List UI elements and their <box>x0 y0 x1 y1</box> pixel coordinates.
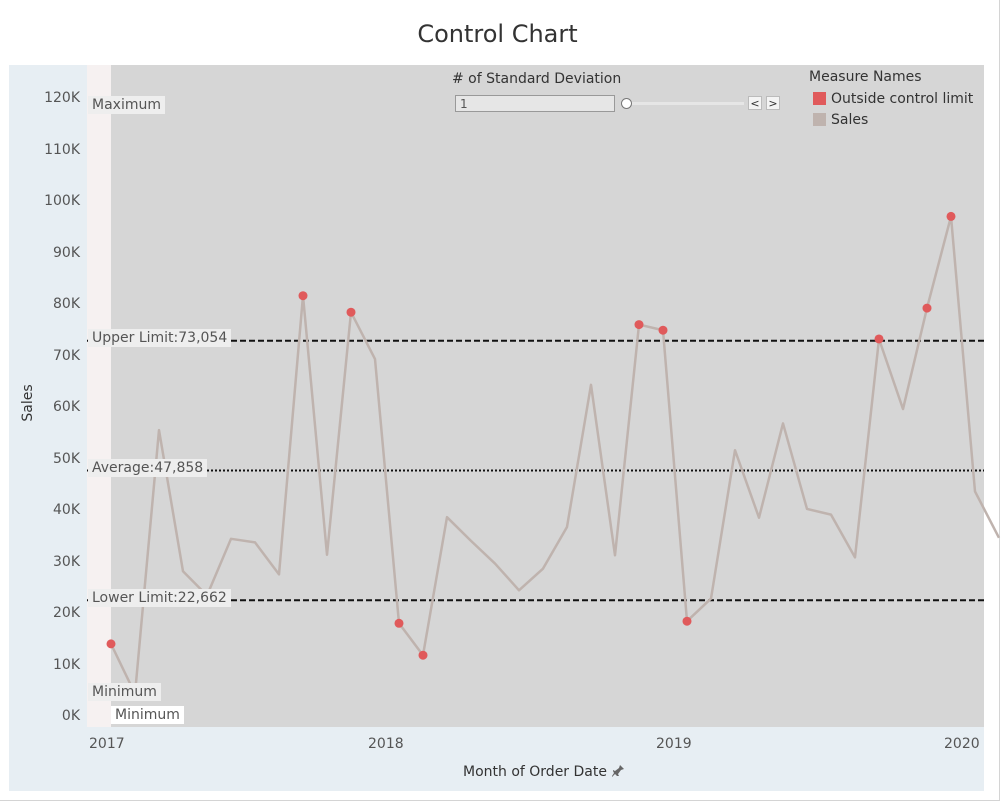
legend-label-outside: Outside control limit <box>831 91 974 107</box>
outside-limit-point[interactable] <box>922 303 932 313</box>
y-tick-label: 70K <box>53 347 80 364</box>
y-tick-label: 10K <box>53 656 80 673</box>
x-tick-label: 2018 <box>368 736 404 752</box>
y-tick-label: 80K <box>53 296 80 312</box>
std-dev-control-title: # of Standard Deviation <box>452 71 622 87</box>
outside-limit-point[interactable] <box>298 291 308 301</box>
std-dev-increment-button[interactable]: > <box>766 96 780 110</box>
upper-limit-label: Upper Limit:73,054 <box>88 329 232 347</box>
minimum-annotation-point: Minimum <box>111 706 184 724</box>
x-axis-label: Month of Order Date <box>463 764 625 780</box>
legend-swatch-outside <box>813 92 826 105</box>
y-tick-label: 90K <box>53 244 80 261</box>
y-axis-pane <box>9 65 87 727</box>
average-label: Average:47,858 <box>88 459 208 477</box>
std-dev-slider-track[interactable] <box>626 102 744 105</box>
y-tick-label: 40K <box>53 502 80 518</box>
minimum-annotation-axis: Minimum <box>88 683 161 701</box>
y-tick-label: 50K <box>53 450 80 467</box>
outside-limit-point[interactable] <box>946 211 956 221</box>
lower-limit-label: Lower Limit:22,662 <box>88 589 231 607</box>
outside-limit-point[interactable] <box>682 616 692 626</box>
y-tick-label: 20K <box>53 605 80 621</box>
x-tick-label: 2020 <box>944 736 980 752</box>
legend-label-sales: Sales <box>831 112 869 128</box>
legend-item-sales[interactable]: Sales <box>813 112 868 128</box>
outside-limit-point[interactable] <box>346 307 356 317</box>
y-tick-label: 0K <box>61 708 80 724</box>
y-tick-label: 120K <box>44 90 80 106</box>
outside-limit-point[interactable] <box>106 639 116 649</box>
outside-limit-point[interactable] <box>658 325 668 335</box>
y-tick-label: 60K <box>53 399 80 415</box>
std-dev-decrement-button[interactable]: < <box>748 96 762 110</box>
chart-title: Control Chart <box>417 20 578 48</box>
x-axis-label-text: Month of Order Date <box>463 764 607 780</box>
legend-swatch-sales <box>813 113 826 126</box>
outside-limit-point[interactable] <box>634 320 644 330</box>
plot-area[interactable] <box>87 65 984 727</box>
outside-limit-point[interactable] <box>418 650 428 660</box>
highlight-band <box>87 65 111 727</box>
legend-title: Measure Names <box>809 69 922 85</box>
sales-line[interactable] <box>109 215 1001 696</box>
x-tick-label: 2017 <box>89 736 125 752</box>
outside-limit-point[interactable] <box>394 618 404 628</box>
pin-icon <box>612 765 625 777</box>
legend-item-outside[interactable]: Outside control limit <box>813 91 973 107</box>
outside-limit-point[interactable] <box>874 334 884 344</box>
y-tick-label: 100K <box>44 193 80 209</box>
x-axis-pane <box>9 727 984 791</box>
std-dev-slider-handle[interactable] <box>621 98 632 109</box>
y-tick-label: 30K <box>53 553 80 570</box>
maximum-annotation: Maximum <box>88 96 165 114</box>
y-tick-label: 110K <box>44 141 80 158</box>
x-tick-label: 2019 <box>656 736 692 752</box>
std-dev-input[interactable]: 1 <box>455 95 615 112</box>
